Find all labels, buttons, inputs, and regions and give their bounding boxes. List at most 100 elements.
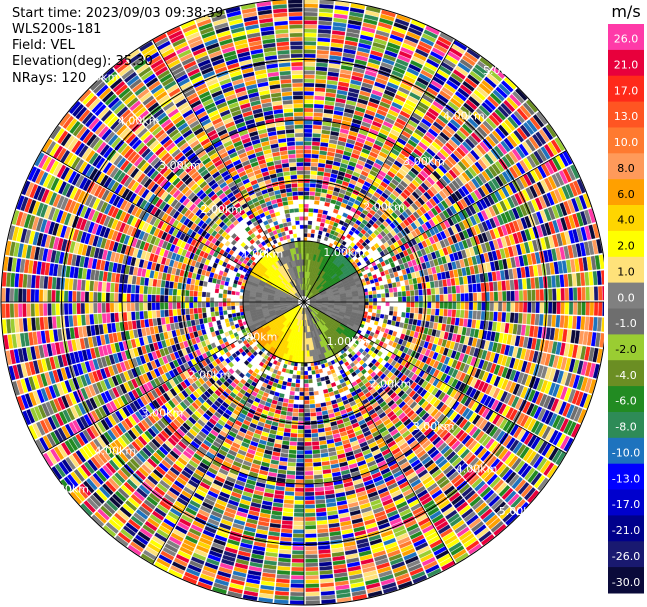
velocity-gate [284, 428, 291, 433]
velocity-gate [265, 484, 276, 490]
velocity-gate [382, 220, 389, 228]
velocity-gate [303, 53, 316, 58]
velocity-gate [358, 238, 365, 245]
velocity-gate [391, 30, 405, 39]
velocity-gate [168, 302, 173, 310]
velocity-gate [332, 403, 339, 409]
velocity-gate [433, 43, 448, 54]
velocity-gate [457, 326, 463, 335]
velocity-gate [331, 425, 339, 431]
velocity-gate [438, 164, 448, 174]
velocity-gate [365, 318, 371, 323]
velocity-gate [556, 301, 561, 314]
velocity-gate [518, 278, 523, 290]
velocity-gate [5, 303, 10, 318]
velocity-gate [198, 313, 203, 319]
velocity-gate [333, 222, 339, 228]
velocity-gate [228, 317, 234, 323]
velocity-gate [289, 391, 295, 396]
velocity-gate [551, 275, 556, 288]
velocity-gate [143, 294, 148, 303]
velocity-gate [367, 155, 377, 162]
velocity-gate [444, 158, 454, 169]
velocity-gate [367, 132, 377, 140]
velocity-gate [222, 302, 227, 307]
velocity-gate [472, 111, 485, 123]
velocity-gate [172, 309, 178, 316]
velocity-gate [269, 527, 281, 533]
velocity-gate [372, 85, 385, 93]
velocity-gate [305, 529, 317, 534]
velocity-gate [452, 203, 461, 213]
velocity-gate [375, 30, 390, 38]
velocity-gate [303, 149, 312, 154]
velocity-gate [377, 184, 386, 192]
velocity-gate [472, 202, 481, 213]
velocity-gate [594, 301, 599, 316]
velocity-gate [339, 378, 345, 384]
velocity-gate [442, 107, 454, 118]
velocity-gate [411, 88, 423, 97]
velocity-gate [396, 232, 404, 239]
velocity-gate [399, 244, 406, 252]
velocity-gate [479, 320, 485, 330]
velocity-gate [437, 323, 442, 331]
velocity-gate [401, 130, 412, 139]
velocity-gate [39, 303, 44, 317]
velocity-gate [410, 301, 415, 308]
velocity-gate [202, 307, 207, 313]
velocity-gate [319, 4, 334, 9]
velocity-gate [329, 526, 341, 533]
velocity-gate [305, 500, 315, 505]
velocity-gate [433, 154, 444, 164]
velocity-gate [297, 446, 305, 451]
velocity-gate [356, 261, 362, 267]
velocity-gate [477, 158, 488, 170]
velocity-gate [486, 330, 492, 341]
velocity-gate [477, 301, 482, 311]
velocity-gate [390, 236, 397, 244]
velocity-gate [464, 138, 476, 149]
velocity-gate [374, 281, 380, 287]
velocity-gate [354, 185, 362, 192]
velocity-gate [414, 188, 423, 197]
velocity-gate [303, 224, 308, 229]
velocity-gate [51, 290, 56, 303]
velocity-gate [283, 432, 291, 437]
velocity-gate [303, 112, 313, 117]
velocity-gate [459, 126, 470, 138]
velocity-gate [344, 44, 357, 51]
velocity-gate [368, 308, 373, 313]
velocity-gate [326, 193, 333, 199]
velocity-gate [372, 305, 377, 310]
velocity-gate [363, 256, 369, 262]
velocity-gate [357, 98, 368, 105]
velocity-gate [416, 319, 422, 327]
velocity-gate [319, 561, 332, 567]
velocity-gate [391, 266, 397, 273]
velocity-gate [461, 171, 471, 182]
velocity-gate [372, 265, 379, 271]
velocity-gate [447, 286, 452, 294]
velocity-gate [168, 295, 173, 303]
velocity-gate [432, 234, 439, 243]
velocity-gate [426, 314, 431, 322]
velocity-gate [282, 381, 288, 386]
velocity-gate [305, 496, 315, 501]
velocity-gate [406, 67, 420, 77]
velocity-gate [414, 295, 419, 302]
velocity-gate [405, 173, 414, 182]
velocity-gate [334, 218, 341, 224]
velocity-gate [309, 395, 315, 400]
velocity-gate [384, 269, 390, 276]
velocity-gate [395, 253, 401, 260]
velocity-gate [370, 124, 381, 132]
velocity-gate [584, 316, 590, 331]
velocity-gate [400, 191, 409, 200]
velocity-gate [169, 316, 174, 324]
velocity-gate [536, 148, 548, 162]
velocity-gate [414, 128, 425, 138]
velocity-gate [563, 315, 569, 329]
velocity-gate [513, 110, 526, 124]
velocity-gate [417, 173, 426, 182]
